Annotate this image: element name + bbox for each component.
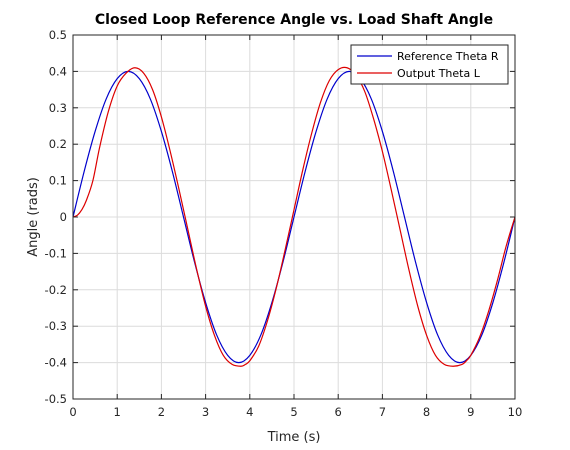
legend-label-reference: Reference Theta R [397, 50, 499, 63]
y-tick-label: -0.3 [45, 319, 67, 333]
chart-title: Closed Loop Reference Angle vs. Load Sha… [95, 12, 493, 28]
x-tick-label: 3 [202, 405, 209, 419]
x-tick-label: 2 [158, 405, 165, 419]
x-tick-label: 4 [246, 405, 253, 419]
x-tick-label: 5 [290, 405, 297, 419]
x-tick-label: 7 [379, 405, 386, 419]
legend-box [350, 44, 509, 85]
x-tick-label: 6 [335, 405, 342, 419]
y-tick-label: -0.5 [45, 392, 67, 406]
x-tick-label: 8 [423, 405, 430, 419]
x-axis-label: Time (s) [267, 430, 321, 445]
y-tick-label: 0.1 [49, 174, 67, 188]
y-axis-ticks: 0.5 0.4 0.3 0.2 0.1 0 -0.1 -0.2 -0.3 -0.4 -0.5 [45, 28, 515, 406]
x-tick-label: 1 [114, 405, 121, 419]
y-tick-label: 0.3 [49, 101, 67, 115]
y-tick-label: -0.1 [45, 246, 67, 260]
y-tick-label: -0.2 [45, 283, 67, 297]
y-axis-label: Angle (rads) [26, 177, 41, 257]
y-tick-label: 0 [60, 210, 67, 224]
legend: Reference Theta R Output Theta L [350, 44, 509, 85]
x-tick-label: 10 [508, 405, 523, 419]
x-axis-ticks: 0 1 2 3 4 5 6 7 8 9 10 [69, 35, 522, 419]
x-tick-label: 9 [467, 405, 474, 419]
y-tick-label: 0.2 [49, 137, 67, 151]
series-line-output [72, 66, 516, 367]
legend-label-output: Output Theta L [397, 67, 481, 80]
series-layer [72, 66, 516, 367]
series-line-reference [72, 70, 516, 364]
x-tick-label: 0 [69, 405, 76, 419]
y-tick-label: -0.4 [45, 356, 67, 370]
y-tick-label: 0.5 [49, 28, 67, 42]
y-tick-label: 0.4 [49, 64, 67, 78]
